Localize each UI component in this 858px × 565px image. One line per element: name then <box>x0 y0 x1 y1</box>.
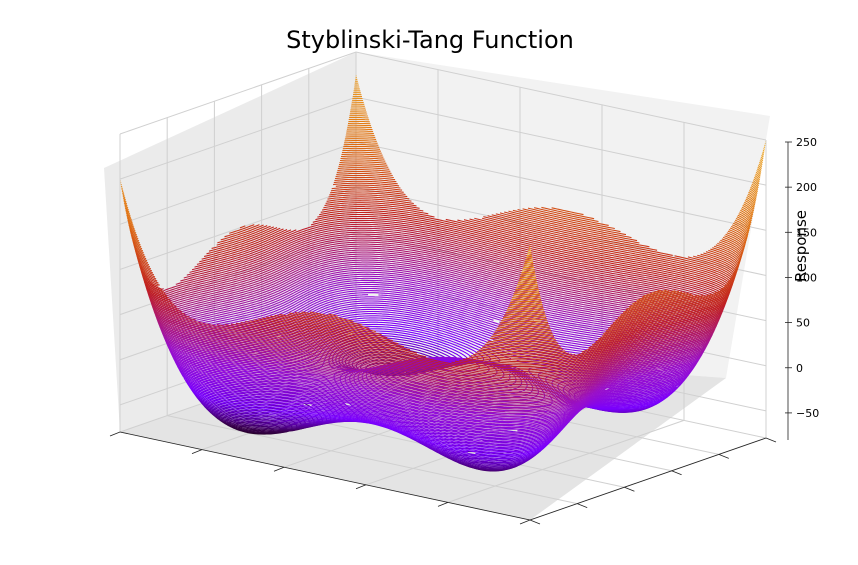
surface-contour-line <box>354 80 762 252</box>
y-tick-mark <box>529 519 541 525</box>
z-tick-label: 150 <box>796 226 817 239</box>
surface-contours <box>119 74 767 472</box>
surface-contour-line <box>125 134 751 299</box>
z-tick-label: 100 <box>796 271 817 284</box>
z-tick-label: 0 <box>796 362 803 375</box>
y-tick-mark <box>765 437 777 443</box>
surface-contour-line <box>354 82 762 253</box>
y-tick-mark <box>671 470 682 476</box>
surface-contour-line <box>760 158 764 162</box>
chart-title: Styblinski-Tang Function <box>286 26 574 54</box>
x-tick-mark <box>519 519 531 525</box>
surface-contour-line <box>126 138 750 302</box>
surface-contour-line <box>125 136 751 301</box>
surface-contour-line <box>122 115 756 282</box>
x-tick-mark <box>109 431 121 437</box>
surface-contour-line <box>127 145 748 309</box>
x-tick-mark <box>273 466 285 472</box>
y-tick-mark <box>718 454 729 459</box>
surface-contour-line <box>121 111 757 279</box>
surface-contour-line <box>761 153 765 156</box>
surface-contour-line <box>124 130 752 296</box>
y-axis-line <box>529 437 767 521</box>
surface-contour-line <box>759 159 763 164</box>
surface-contour-line <box>763 148 765 150</box>
surface-contour-line <box>151 237 720 387</box>
z-tick-label: 250 <box>796 136 817 149</box>
surface-contour-line <box>353 88 761 258</box>
surface-contour-line <box>762 151 765 154</box>
surface-contour-line <box>125 132 752 297</box>
surface-contour-line <box>354 84 762 255</box>
z-axis-label: Response <box>792 210 810 282</box>
surface-contour-line <box>353 94 760 264</box>
surface-contour-line <box>763 146 766 149</box>
x-tick-mark <box>355 484 367 490</box>
x-axis-line <box>119 431 531 521</box>
surface-contour-line <box>128 147 748 311</box>
y-gridline <box>166 117 578 505</box>
z-axis-ticks: 250 200 150 100 50 0 −50 <box>785 136 819 420</box>
surface-contour-line <box>120 103 758 272</box>
x-tick-mark <box>191 449 203 454</box>
surface-contour-line <box>355 76 763 248</box>
surface-contour-line <box>353 90 761 260</box>
surface-contour-line <box>162 269 706 413</box>
y-tick-mark <box>624 486 635 492</box>
z-tick-label: 200 <box>796 181 817 194</box>
z-tick-label: −50 <box>796 407 819 420</box>
surface-contour-line <box>354 86 761 257</box>
surface-contour-line <box>124 126 753 292</box>
surface-contour-line <box>121 109 757 277</box>
surface-contour-line <box>352 95 760 265</box>
surface-contour-line <box>123 122 754 289</box>
surface-contour-line <box>120 105 758 274</box>
surface-contour-line <box>127 143 749 308</box>
surface-contour-line <box>128 151 747 314</box>
surface-contour-line <box>355 74 763 246</box>
surface-contour-line <box>122 118 755 286</box>
y-tick-mark <box>577 503 588 508</box>
surface-contour-line <box>134 176 740 336</box>
surface-contour-line <box>119 99 759 269</box>
surface-contour-line <box>352 97 759 267</box>
surface-contour-line <box>760 156 764 160</box>
surface-contour-line <box>761 154 764 158</box>
surface-contour-line <box>762 149 765 152</box>
y-axis-ticks <box>529 437 777 525</box>
x-axis-ticks <box>109 431 531 525</box>
surface-contour-line <box>122 117 755 284</box>
surface-contour-line <box>128 149 747 313</box>
surface-contour-line <box>159 261 710 407</box>
axes-edges <box>119 142 789 521</box>
surface-contour-line <box>355 78 762 250</box>
surface-contour-line <box>121 107 757 275</box>
x-tick-mark <box>437 502 449 507</box>
z-tick-label: 50 <box>796 317 810 330</box>
surface-contour-line <box>120 101 758 270</box>
surface-contour-line <box>156 253 713 400</box>
surface-contour-line <box>121 113 756 280</box>
surface-contour-line <box>764 144 766 147</box>
surface-contour-line <box>124 128 753 294</box>
surface-contour-line <box>123 120 755 287</box>
surface-contour-line <box>126 142 749 306</box>
surface-contour-line <box>123 124 754 291</box>
surface-contour-line <box>126 140 750 304</box>
surface-contour-line <box>353 92 760 262</box>
